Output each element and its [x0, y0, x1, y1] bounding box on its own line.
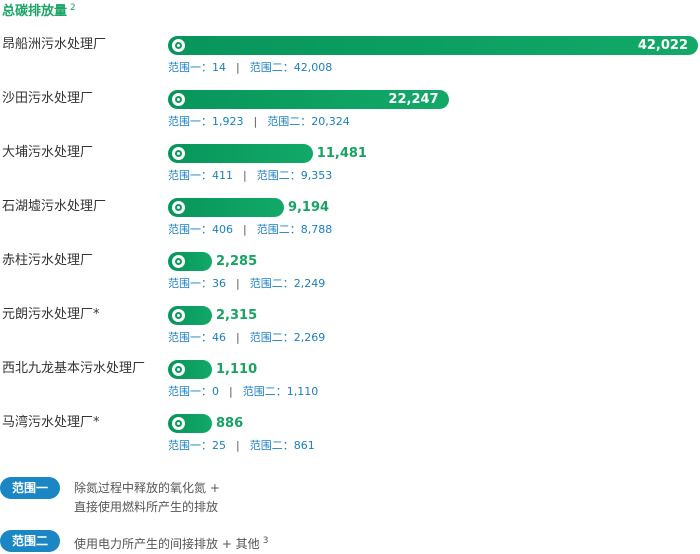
scope2-value: 范围二：2,249 — [249, 277, 326, 290]
data-label: 2,315 — [216, 308, 258, 323]
target-icon — [172, 147, 185, 160]
separator: | — [236, 277, 240, 290]
target-icon — [172, 309, 185, 322]
bar — [168, 198, 284, 217]
chart-row: 昂船洲污水处理厂 42,022 范围一：14 | 范围二：42,008 — [0, 33, 700, 87]
separator: | — [229, 385, 233, 398]
scope-breakdown: 范围一：411 | 范围二：9,353 — [168, 167, 332, 183]
separator: | — [243, 169, 247, 182]
legend-badge-scope1: 范围一 — [0, 477, 60, 499]
target-icon — [172, 417, 185, 430]
data-label: 11,481 — [316, 146, 367, 161]
separator: | — [243, 223, 247, 236]
category-label: 西北九龙基本污水处理厂 — [2, 361, 146, 376]
chart-row: 赤柱污水处理厂 2,285 范围一：36 | 范围二：2,249 — [0, 249, 700, 303]
legend-line: 使用电力所产生的间接排放 + 其他 — [74, 537, 260, 551]
scope1-value: 范围一：14 — [168, 61, 226, 74]
scope-breakdown: 范围一：1,923 | 范围二：20,324 — [168, 113, 350, 129]
scope-breakdown: 范围一：46 | 范围二：2,269 — [168, 329, 325, 345]
scope1-value: 范围一：25 — [168, 439, 226, 452]
scope1-value: 范围一：46 — [168, 331, 226, 344]
chart-title-text: 总碳排放量 — [2, 4, 68, 19]
scope-breakdown: 范围一：406 | 范围二：8,788 — [168, 221, 332, 237]
bar — [168, 36, 698, 55]
category-label: 马湾污水处理厂* — [2, 415, 100, 430]
legend-badge-scope2: 范围二 — [0, 530, 60, 552]
scope2-value: 范围二：1,110 — [242, 385, 319, 398]
target-icon — [172, 93, 185, 106]
data-label: 42,022 — [637, 38, 688, 53]
scope2-value: 范围二：42,008 — [249, 61, 333, 74]
category-label: 昂船洲污水处理厂 — [2, 37, 107, 52]
chart-row: 马湾污水处理厂* 886 范围一：25 | 范围二：861 — [0, 411, 700, 465]
target-icon — [172, 39, 185, 52]
category-label: 元朗污水处理厂* — [2, 307, 100, 322]
legend-line: 直接使用燃料所产生的排放 — [74, 500, 219, 514]
scope-breakdown: 范围一：36 | 范围二：2,249 — [168, 275, 325, 291]
data-label: 9,194 — [287, 200, 330, 215]
chart-row: 西北九龙基本污水处理厂 1,110 范围一：0 | 范围二：1,110 — [0, 357, 700, 411]
data-label: 1,110 — [216, 362, 258, 377]
bar — [168, 414, 212, 433]
scope1-value: 范围一：406 — [168, 223, 233, 236]
separator: | — [253, 115, 258, 128]
scope2-value: 范围二：9,353 — [256, 169, 333, 182]
category-label: 沙田污水处理厂 — [2, 91, 94, 106]
scope1-value: 范围一：0 — [168, 385, 219, 398]
chart-title: 总碳排放量 2 — [2, 0, 76, 19]
chart-row: 元朗污水处理厂* 2,315 范围一：46 | 范围二：2,269 — [0, 303, 700, 357]
legend-footnote: 3 — [262, 536, 269, 546]
scope1-value: 范围一：1,923 — [168, 115, 244, 128]
target-icon — [172, 201, 185, 214]
bar — [168, 252, 212, 271]
bar — [168, 90, 449, 109]
scope2-value: 范围二：8,788 — [256, 223, 333, 236]
title-footnote: 2 — [70, 2, 76, 13]
bar — [168, 306, 212, 325]
separator: | — [236, 61, 240, 74]
scope2-value: 范围二：2,269 — [249, 331, 326, 344]
target-icon — [172, 363, 185, 376]
scope2-value: 范围二：861 — [249, 439, 315, 452]
bar — [168, 360, 212, 379]
scope-breakdown: 范围一：14 | 范围二：42,008 — [168, 59, 332, 75]
legend-line: 除氮过程中释放的氧化氮 + — [74, 481, 220, 495]
legend-text-scope1: 除氮过程中释放的氧化氮 + 直接使用燃料所产生的排放 — [74, 479, 220, 517]
chart-row: 沙田污水处理厂 22,247 范围一：1,923 | 范围二：20,324 — [0, 87, 700, 141]
scope-breakdown: 范围一：25 | 范围二：861 — [168, 437, 315, 453]
data-label: 2,285 — [216, 254, 258, 269]
category-label: 石湖墟污水处理厂 — [2, 199, 107, 214]
legend-text-scope2: 使用电力所产生的间接排放 + 其他 3 — [74, 532, 268, 554]
data-label: 22,247 — [388, 92, 439, 107]
separator: | — [236, 331, 240, 344]
category-label: 大埔污水处理厂 — [2, 145, 94, 160]
scope1-value: 范围一：411 — [168, 169, 233, 182]
chart-row: 大埔污水处理厂 11,481 范围一：411 | 范围二：9,353 — [0, 141, 700, 195]
chart-row: 石湖墟污水处理厂 9,194 范围一：406 | 范围二：8,788 — [0, 195, 700, 249]
target-icon — [172, 255, 185, 268]
bar — [168, 144, 313, 163]
scope2-value: 范围二：20,324 — [267, 115, 350, 128]
category-label: 赤柱污水处理厂 — [2, 253, 94, 268]
data-label: 886 — [216, 416, 244, 431]
scope-breakdown: 范围一：0 | 范围二：1,110 — [168, 383, 318, 399]
scope1-value: 范围一：36 — [168, 277, 226, 290]
separator: | — [236, 439, 240, 452]
